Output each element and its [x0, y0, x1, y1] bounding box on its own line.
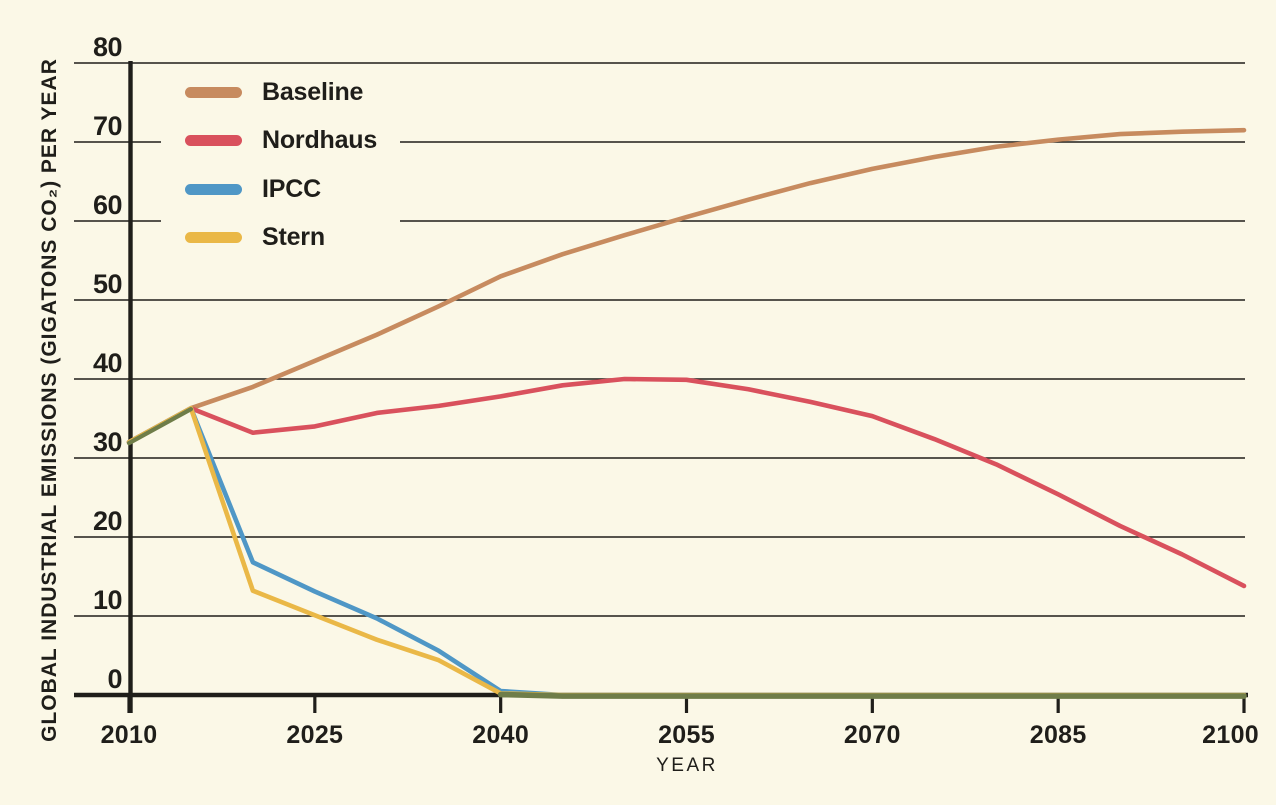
x-tick-label-2040: 2040 — [472, 721, 529, 749]
y-tick-label-60: 60 — [93, 190, 122, 220]
series-line-baseline — [126, 127, 1247, 445]
y-tick-label-0: 0 — [107, 664, 122, 694]
y-tick-label-70: 70 — [93, 111, 122, 141]
x-tick-label-2055: 2055 — [658, 721, 715, 749]
legend-swatch — [185, 232, 242, 244]
legend-swatch — [185, 86, 242, 98]
legend-label: IPCC — [262, 174, 321, 203]
legend-label: Stern — [262, 223, 325, 252]
x-axis-title: YEAR — [656, 755, 718, 776]
series-overlap-tail — [497, 691, 1247, 699]
x-tick-label-2070: 2070 — [844, 721, 901, 749]
y-tick-label-10: 10 — [93, 585, 122, 615]
x-tick-label-2010: 2010 — [101, 721, 158, 749]
series-line-ipcc — [126, 405, 1247, 698]
x-tick-label-2025: 2025 — [286, 721, 343, 749]
y-tick-label-20: 20 — [93, 506, 122, 536]
y-tick-label-30: 30 — [93, 427, 122, 457]
series-line-stern — [126, 405, 1247, 698]
legend-label: Nordhaus — [262, 126, 378, 155]
legend-swatch — [185, 135, 242, 147]
series-overlap-head — [126, 407, 194, 446]
legend-item-baseline: Baseline — [161, 68, 400, 117]
y-tick-label-50: 50 — [93, 269, 122, 299]
x-tick-label-2085: 2085 — [1030, 721, 1087, 749]
y-tick-label-80: 80 — [93, 32, 122, 62]
y-axis-title: GLOBAL INDUSTRIAL EMISSIONS (GIGATONS CO… — [38, 58, 61, 742]
legend-item-stern: Stern — [161, 214, 400, 263]
series-line-nordhaus — [126, 376, 1247, 589]
legend-label: Baseline — [262, 77, 364, 106]
legend-item-nordhaus: Nordhaus — [161, 117, 400, 166]
legend-item-ipcc: IPCC — [161, 165, 400, 214]
legend: Baseline Nordhaus IPCC Stern — [161, 68, 400, 262]
x-tick-label-2100: 2100 — [1202, 721, 1259, 749]
legend-swatch — [185, 183, 242, 195]
y-tick-label-40: 40 — [93, 348, 122, 378]
